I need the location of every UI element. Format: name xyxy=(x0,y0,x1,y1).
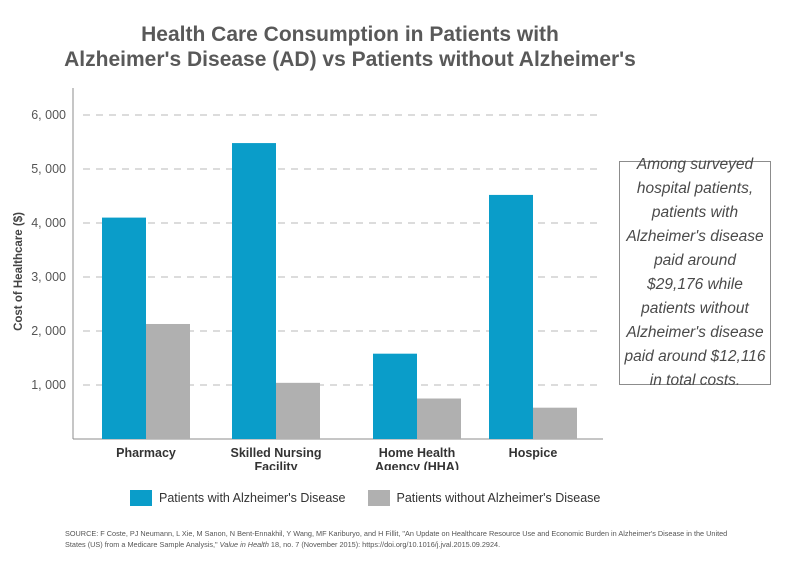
legend-item-without-ad: Patients without Alzheimer's Disease xyxy=(367,490,601,506)
legend-label-with-ad: Patients with Alzheimer's Disease xyxy=(159,491,346,505)
x-category-label: Home Health Agency (HHA) xyxy=(375,446,459,470)
legend-swatch-without-ad xyxy=(367,490,390,506)
callout-box: Among surveyed hospital patients, patien… xyxy=(619,156,771,389)
callout-text: Among surveyed hospital patients, patien… xyxy=(624,156,766,389)
source-journal: Value in Health xyxy=(219,540,269,549)
bar-without-ad xyxy=(533,407,577,439)
bar-with-ad xyxy=(232,143,276,439)
y-tick-label: 6, 000 xyxy=(31,108,66,122)
source-text: SOURCE: F Coste, PJ Neumann, L Xie, M Sa… xyxy=(65,529,728,549)
y-tick-label: 3, 000 xyxy=(31,270,66,284)
bar-without-ad xyxy=(417,398,461,439)
bar-with-ad xyxy=(373,353,417,439)
bar-without-ad xyxy=(146,323,190,439)
chart-title-line-2: Alzheimer's Disease (AD) vs Patients wit… xyxy=(64,48,636,71)
y-tick-label: 2, 000 xyxy=(31,324,66,338)
legend: Patients with Alzheimer's Disease Patien… xyxy=(130,487,622,509)
bar-without-ad xyxy=(276,382,320,439)
legend-swatch-with-ad xyxy=(130,490,152,506)
x-category-label: Pharmacy xyxy=(116,446,176,460)
chart-title: Health Care Consumption in Patients with… xyxy=(60,22,640,72)
y-tick-label: 4, 000 xyxy=(31,216,66,230)
y-tick-label: 5, 000 xyxy=(31,162,66,176)
source-citation: SOURCE: F Coste, PJ Neumann, L Xie, M Sa… xyxy=(65,528,745,550)
y-axis-label: Cost of Healthcare ($) xyxy=(13,212,25,331)
legend-label-without-ad: Patients without Alzheimer's Disease xyxy=(396,491,601,505)
bar-with-ad xyxy=(102,217,146,439)
x-category-label: Hospice xyxy=(509,446,558,460)
x-category-label: Skilled Nursing Facility xyxy=(231,446,322,470)
bar-with-ad xyxy=(489,194,533,439)
y-tick-label: 1, 000 xyxy=(31,378,66,392)
legend-item-with-ad: Patients with Alzheimer's Disease xyxy=(130,490,346,506)
source-text-end: 18, no. 7 (November 2015): https://doi.o… xyxy=(268,540,501,549)
bar-chart: 1, 000 2, 000 3, 000 4, 000 5, 000 6, 000 Cost… xyxy=(13,88,603,470)
chart-title-line-1: Health Care Consumption in Patients with xyxy=(141,23,559,46)
